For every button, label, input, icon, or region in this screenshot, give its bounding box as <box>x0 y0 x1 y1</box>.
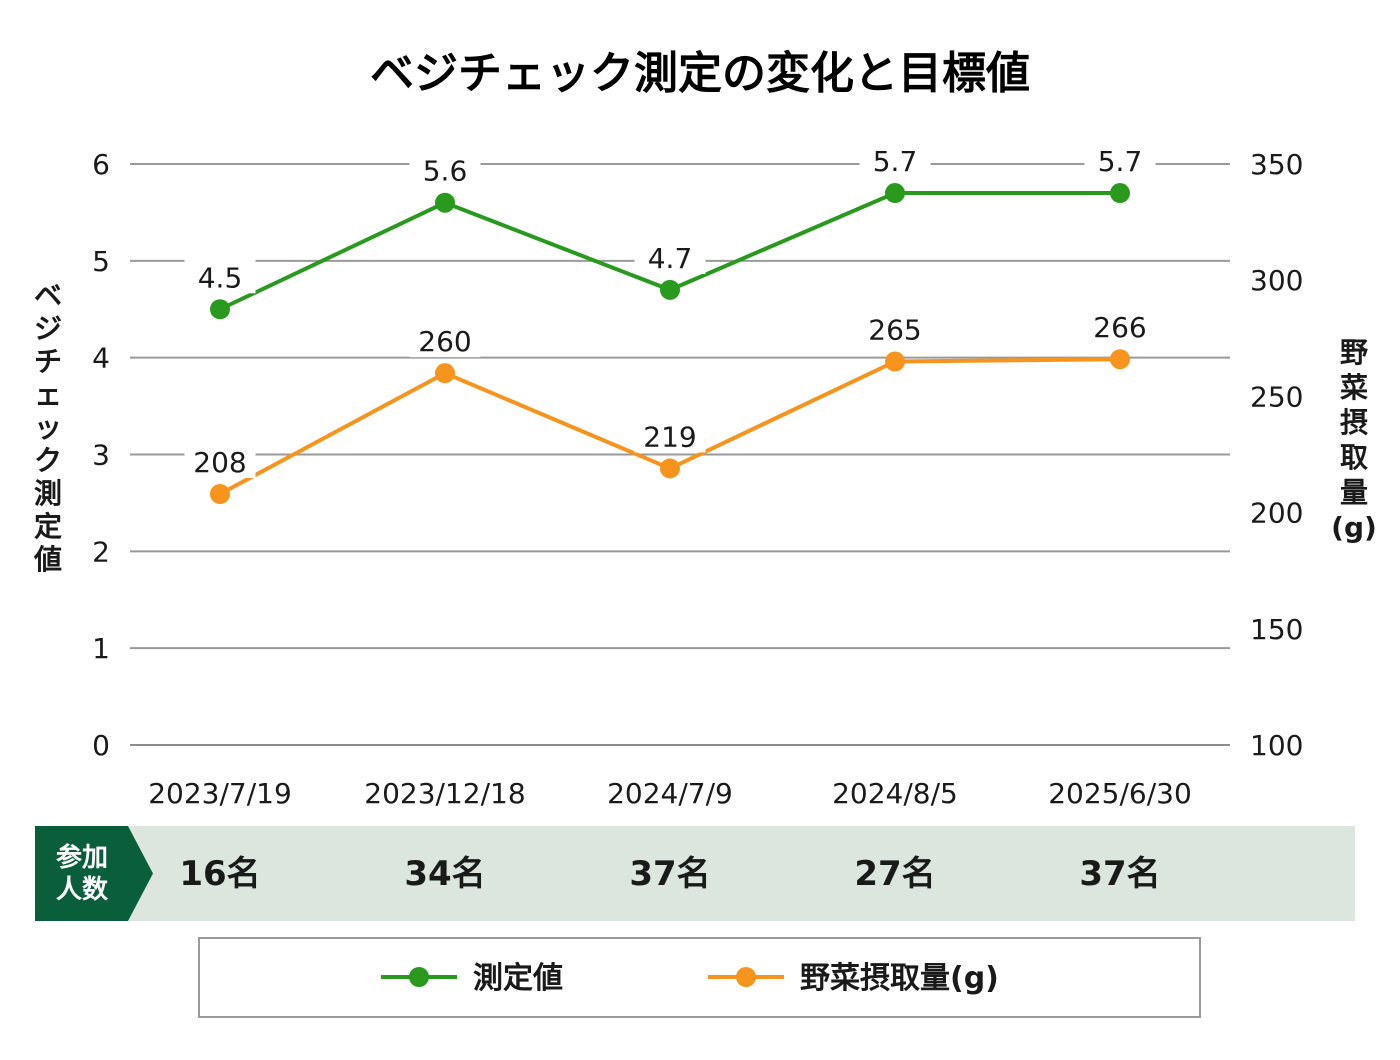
data-label: 260 <box>418 325 471 358</box>
left-tick-label: 2 <box>92 535 110 568</box>
data-label-bg <box>1084 143 1156 178</box>
left-axis-label-char: チ <box>34 345 62 378</box>
data-point <box>210 484 230 505</box>
data-label-bg <box>634 418 706 453</box>
data-label-bg <box>184 259 256 294</box>
participants-count: 27名 <box>854 854 935 894</box>
legend-box <box>198 937 1201 1018</box>
right-tick-label: 200 <box>1250 497 1303 530</box>
right-axis-label-char: 野 <box>1340 336 1368 369</box>
right-axis-label: 野菜摂取量(g) <box>1331 336 1377 544</box>
participants-badge-label: 参加 <box>56 842 108 873</box>
data-point <box>885 183 905 204</box>
left-tick-label: 5 <box>92 245 110 278</box>
x-tick-label: 2024/8/5 <box>832 777 958 810</box>
data-point <box>660 279 680 300</box>
left-tick-label: 6 <box>92 148 110 181</box>
x-tick-label: 2023/7/19 <box>148 777 292 810</box>
right-axis-label-char: 菜 <box>1340 371 1368 404</box>
data-label-bg <box>409 152 481 187</box>
data-label-bg <box>409 323 481 358</box>
right-axis-label-char: 量 <box>1340 476 1368 509</box>
data-label-bg <box>1084 309 1156 344</box>
left-axis-label-char: ベ <box>34 279 62 312</box>
left-tick-label: 3 <box>92 439 110 472</box>
right-axis-label-char: (g) <box>1331 511 1377 544</box>
legend-label: 野菜摂取量(g) <box>800 961 999 996</box>
right-tick-label: 100 <box>1250 729 1303 762</box>
participants-count: 16名 <box>179 854 260 894</box>
series: 4.5 5.6 4.7 5.7 5.7 208 260 219 265 266 <box>184 143 1156 505</box>
chart-title: ベジチェック測定の変化と目標値 <box>370 48 1030 99</box>
data-label: 5.7 <box>873 145 918 178</box>
data-point <box>435 192 455 213</box>
right-tick-label: 150 <box>1250 613 1303 646</box>
participants-badge <box>35 826 153 921</box>
data-point <box>1110 349 1130 370</box>
data-point <box>885 351 905 372</box>
left-tick-label: 1 <box>92 632 110 665</box>
left-tick-label: 0 <box>92 729 110 762</box>
left-axis-label-char: 測 <box>34 477 62 510</box>
x-tick-label: 2023/12/18 <box>364 777 525 810</box>
right-tick-label: 300 <box>1250 264 1303 297</box>
left-axis-label-char: ク <box>34 444 62 477</box>
data-label-bg <box>859 143 931 178</box>
participants-count: 34名 <box>404 854 485 894</box>
data-point <box>210 299 230 320</box>
data-label-bg <box>634 239 706 274</box>
data-label: 265 <box>868 314 921 347</box>
data-label: 208 <box>193 446 246 479</box>
left-axis-label-char: 定 <box>34 510 62 543</box>
data-label-bg <box>184 444 256 479</box>
data-label: 4.7 <box>648 242 693 275</box>
data-label: 219 <box>643 420 696 453</box>
right-axis-label-char: 摂 <box>1340 406 1368 439</box>
data-label-bg <box>859 311 931 346</box>
data-label: 5.7 <box>1098 145 1143 178</box>
left-axis-label-char: ジ <box>34 312 62 345</box>
data-point <box>660 458 680 479</box>
participants-count: 37名 <box>629 854 710 894</box>
legend-swatch-marker <box>409 967 429 987</box>
left-axis-ticks: 0 1 2 3 4 5 6 <box>92 148 110 762</box>
participants-badge-label: 人数 <box>56 875 109 905</box>
right-axis-label-char: 取 <box>1340 441 1368 474</box>
right-axis-ticks: 100 150 200 250 300 350 <box>1250 148 1303 762</box>
data-point <box>1110 183 1130 204</box>
legend-swatch-marker <box>736 967 756 987</box>
left-axis-label-char: ッ <box>34 411 62 444</box>
right-tick-label: 350 <box>1250 148 1303 181</box>
data-label: 4.5 <box>198 261 243 294</box>
data-label: 5.6 <box>423 155 468 188</box>
x-tick-label: 2025/6/30 <box>1048 777 1192 810</box>
right-tick-label: 250 <box>1250 380 1303 413</box>
participants-band-bg <box>35 826 1355 921</box>
participants-count: 37名 <box>1079 854 1160 894</box>
left-axis-label-char: 値 <box>33 543 62 576</box>
data-label: 266 <box>1093 311 1146 344</box>
x-axis-ticks: 2023/7/19 2023/12/18 2024/7/9 2024/8/5 2025/… <box>148 777 1192 810</box>
legend-label: 測定値 <box>473 961 563 996</box>
data-point <box>435 363 455 384</box>
left-axis-label-char: ェ <box>34 378 62 411</box>
legend: 測定値 野菜摂取量(g) <box>198 937 1201 1018</box>
left-tick-label: 4 <box>92 342 110 375</box>
x-tick-label: 2024/7/9 <box>607 777 733 810</box>
